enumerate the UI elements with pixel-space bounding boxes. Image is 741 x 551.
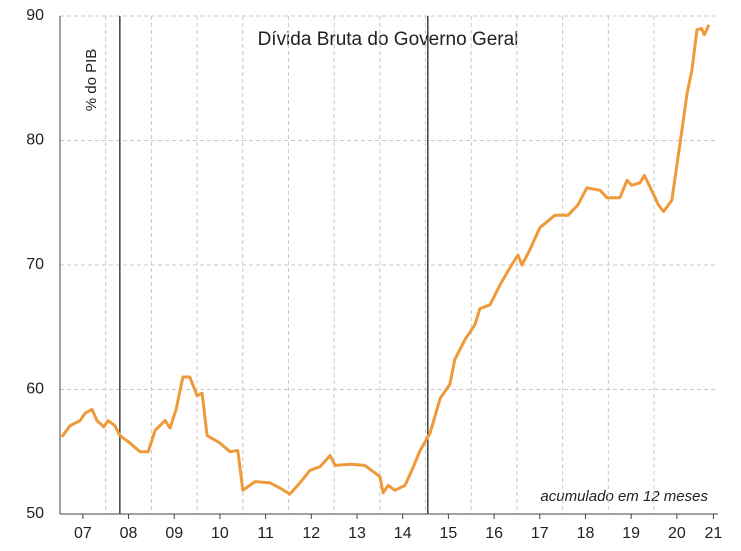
- chart-title: Dívida Bruta do Governo Geral: [258, 29, 519, 50]
- x-tick-label: 15: [440, 525, 458, 542]
- x-tick-label: 10: [211, 525, 229, 542]
- y-tick-label: 90: [26, 7, 44, 24]
- x-tick-label: 16: [485, 525, 503, 542]
- x-tick-label: 19: [622, 525, 640, 542]
- x-tick-label: 17: [531, 525, 549, 542]
- y-tick-label: 60: [26, 381, 44, 398]
- y-axis-label: % do PIB: [83, 49, 100, 112]
- y-tick-label: 50: [26, 505, 44, 522]
- x-tick-label: 09: [165, 525, 183, 542]
- y-tick-label: 70: [26, 256, 44, 273]
- x-tick-label: 20: [668, 525, 686, 542]
- annotation: acumulado em 12 meses: [540, 488, 708, 505]
- x-tick-label: 14: [394, 525, 412, 542]
- x-tick-label: 12: [302, 525, 320, 542]
- x-tick-label: 13: [348, 525, 366, 542]
- y-tick-label: 80: [26, 132, 44, 149]
- x-tick-label: 21: [705, 525, 723, 542]
- data-line: [60, 24, 711, 496]
- x-tick-label: 08: [120, 525, 138, 542]
- x-tick-label: 18: [577, 525, 595, 542]
- x-tick-label: 07: [74, 525, 92, 542]
- x-tick-label: 11: [257, 525, 274, 542]
